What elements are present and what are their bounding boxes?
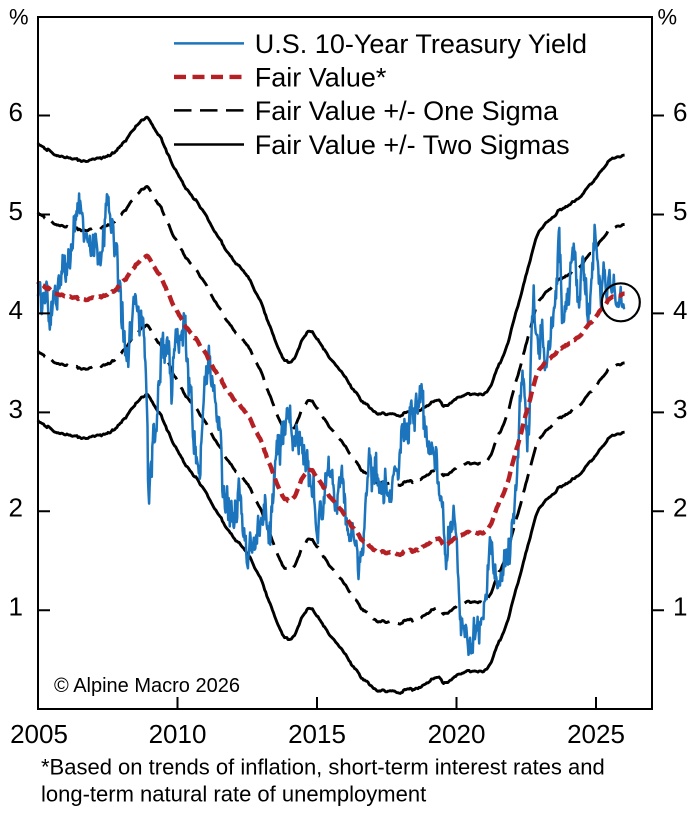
svg-text:2025: 2025	[567, 719, 625, 749]
svg-text:2020: 2020	[428, 719, 486, 749]
svg-text:© Alpine Macro 2026: © Alpine Macro 2026	[54, 675, 240, 697]
svg-text:long-term natural rate of unem: long-term natural rate of unemployment	[41, 782, 426, 807]
svg-text:1: 1	[673, 592, 687, 622]
svg-text:2015: 2015	[288, 719, 346, 749]
svg-text:5: 5	[9, 196, 23, 226]
svg-text:1: 1	[9, 592, 23, 622]
svg-text:2: 2	[673, 493, 687, 523]
svg-text:*Based on trends of inflation,: *Based on trends of inflation, short-ter…	[41, 755, 605, 780]
svg-text:2: 2	[9, 493, 23, 523]
svg-text:2005: 2005	[10, 719, 68, 749]
svg-text:U.S. 10-Year Treasury Yield: U.S. 10-Year Treasury Yield	[255, 29, 587, 59]
svg-text:%: %	[658, 5, 678, 30]
svg-text:Fair Value +/- One Sigma: Fair Value +/- One Sigma	[255, 96, 559, 126]
svg-text:5: 5	[673, 196, 687, 226]
svg-text:Fair Value*: Fair Value*	[255, 63, 387, 93]
svg-text:3: 3	[673, 394, 687, 424]
svg-text:6: 6	[9, 97, 23, 127]
svg-text:%: %	[9, 5, 29, 30]
svg-text:6: 6	[673, 97, 687, 127]
svg-text:Fair Value +/- Two Sigmas: Fair Value +/- Two Sigmas	[255, 130, 570, 160]
svg-text:4: 4	[9, 295, 23, 325]
svg-text:4: 4	[673, 295, 687, 325]
svg-text:2010: 2010	[149, 719, 207, 749]
svg-text:3: 3	[9, 394, 23, 424]
